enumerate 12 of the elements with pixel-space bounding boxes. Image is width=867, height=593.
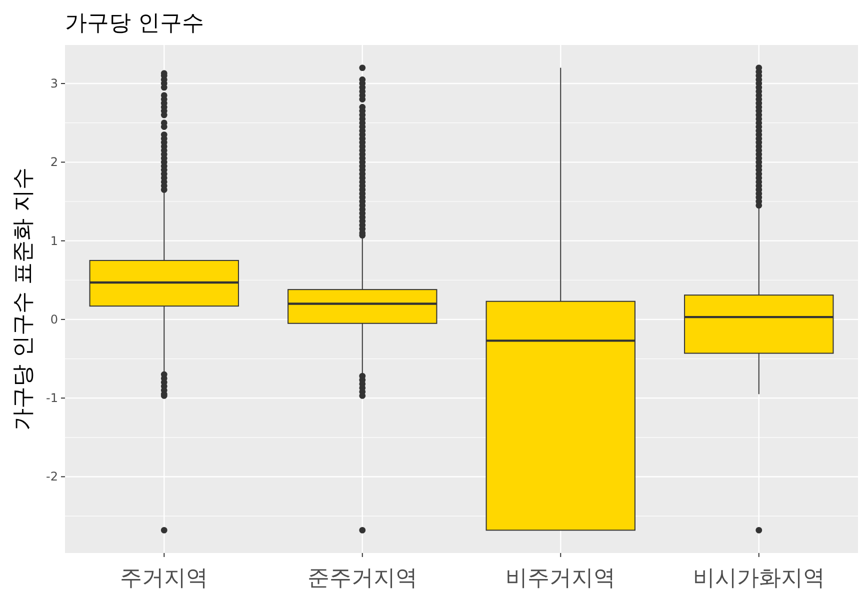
x-tick-label: 비주거지역 [506, 566, 616, 591]
y-axis-title: 가구당 인구수 표준화 지수 [11, 168, 36, 430]
y-tick-label: 2 [50, 155, 58, 170]
x-tick-label: 비시가화지역 [692, 566, 825, 591]
y-tick-label: -1 [46, 391, 58, 406]
y-tick-label: 3 [50, 76, 58, 91]
x-tick-label: 준주거지역 [307, 566, 418, 591]
y-tick-label: 1 [50, 234, 58, 248]
y-tick-label: -2 [46, 470, 58, 484]
y-tick-label: 0 [50, 312, 58, 326]
chart-title: 가구당 인구수 [65, 11, 204, 36]
x-tick-label: 주거지역 [120, 566, 208, 591]
